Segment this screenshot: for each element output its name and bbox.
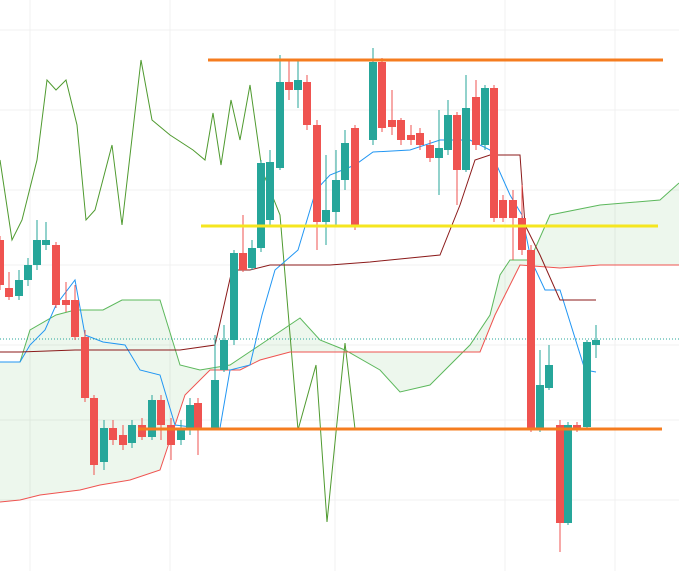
candle-body xyxy=(248,248,256,268)
candle-body xyxy=(332,180,340,212)
candle-body xyxy=(369,62,377,140)
candle-body xyxy=(194,403,202,430)
candle-body xyxy=(499,200,507,218)
candle-body xyxy=(24,265,32,280)
candle-body xyxy=(536,385,544,430)
candle-body xyxy=(407,135,415,140)
candle-body xyxy=(71,300,79,337)
candle-body xyxy=(230,253,238,340)
candle-body xyxy=(0,240,4,285)
candle-body xyxy=(481,88,489,145)
cloud xyxy=(0,183,679,502)
candle-body xyxy=(322,210,330,222)
candle-body xyxy=(416,133,424,145)
candle-body xyxy=(5,288,13,297)
candle-body xyxy=(518,218,526,250)
candle-body xyxy=(294,80,302,90)
candle-body xyxy=(426,145,434,158)
candle-body xyxy=(313,125,321,222)
candle-body xyxy=(257,163,265,248)
candle-body xyxy=(341,143,349,180)
candle-body xyxy=(109,428,117,440)
candle-body xyxy=(157,400,165,425)
candle-body xyxy=(42,240,50,245)
candle-body xyxy=(211,380,219,428)
candle-body xyxy=(490,88,498,218)
candle-body xyxy=(378,62,386,128)
candle-body xyxy=(119,435,127,445)
candle-body xyxy=(138,425,146,437)
indicator-line xyxy=(0,59,356,523)
candle-body xyxy=(239,253,247,270)
candle-body xyxy=(583,342,591,427)
candle-body xyxy=(472,97,480,145)
candle-body xyxy=(435,148,443,158)
candle-body xyxy=(128,425,136,443)
candle-body xyxy=(148,400,156,437)
candle-body xyxy=(177,428,185,440)
candle-body xyxy=(276,82,284,168)
candle-body xyxy=(303,82,311,125)
candle-body xyxy=(592,340,600,345)
indicator-line xyxy=(0,182,679,393)
candle-body xyxy=(509,200,517,218)
candle-body xyxy=(81,337,89,398)
candle-body xyxy=(444,115,452,150)
candle-body xyxy=(388,120,396,127)
candle-body xyxy=(397,120,405,140)
candle-body xyxy=(186,405,194,430)
candle-body xyxy=(351,128,359,225)
candle-body xyxy=(545,365,553,388)
candle-body xyxy=(15,280,23,296)
candle-body xyxy=(285,82,293,90)
candle-body xyxy=(62,300,70,305)
candle-body xyxy=(100,428,108,462)
candle-body xyxy=(220,340,228,370)
candle-body xyxy=(52,245,60,305)
candle-body xyxy=(462,108,470,170)
candle-body xyxy=(266,162,274,220)
candle-body xyxy=(33,240,41,265)
candle-body xyxy=(564,425,572,523)
candle-body xyxy=(167,425,175,445)
candle-body xyxy=(90,398,98,465)
candle-body xyxy=(453,115,461,170)
candle-body xyxy=(527,250,535,430)
candle-body xyxy=(556,425,564,523)
